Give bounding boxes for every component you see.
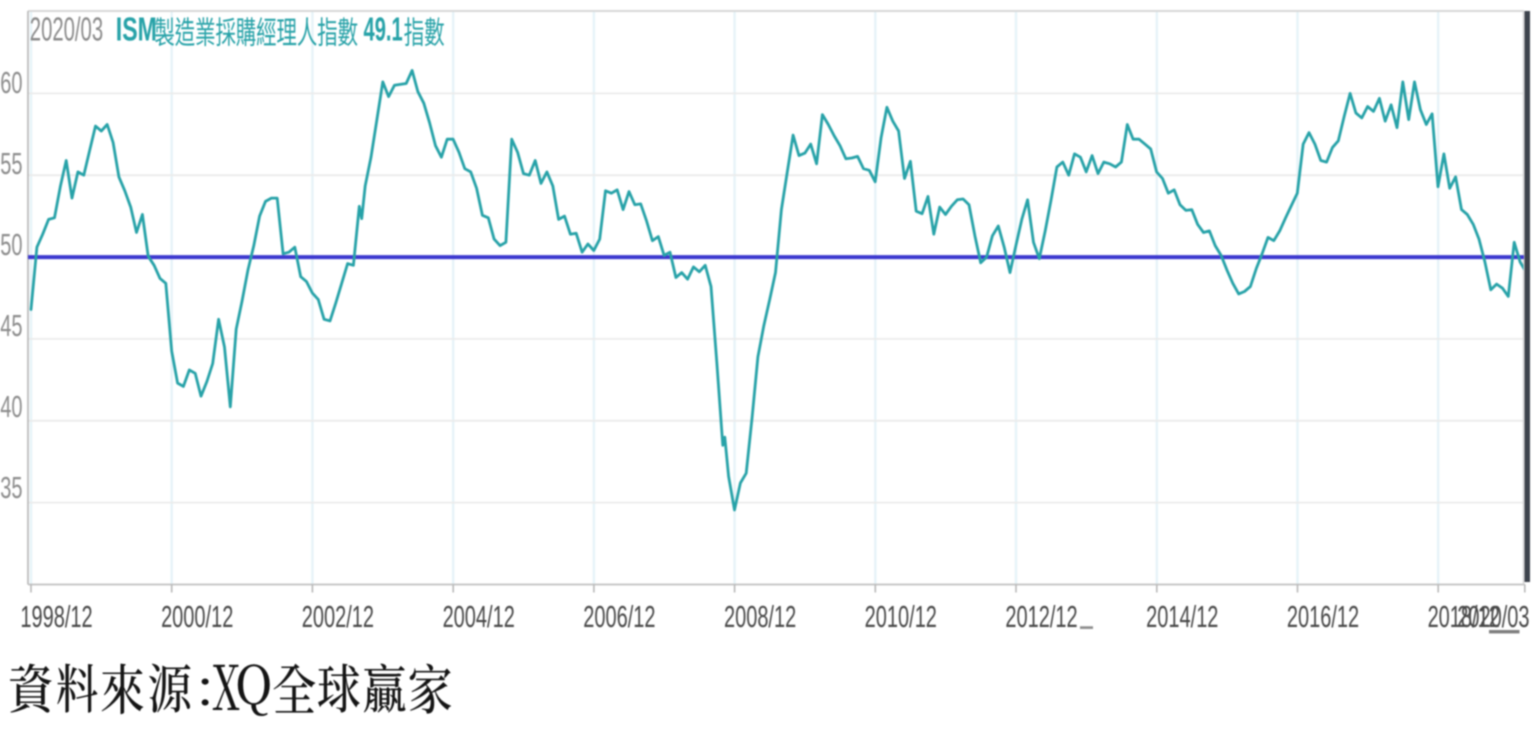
svg-text:2020/03: 2020/03 [30, 10, 103, 47]
svg-text:2014/12: 2014/12 [1146, 598, 1218, 634]
svg-text:2000/12: 2000/12 [161, 598, 233, 634]
svg-text:2008/12: 2008/12 [724, 598, 796, 634]
svg-text:ISM: ISM [116, 12, 157, 49]
svg-text:2012/12: 2012/12 [1005, 598, 1077, 634]
svg-text:60: 60 [0, 65, 22, 101]
svg-text:2002/12: 2002/12 [302, 598, 374, 634]
svg-text:35: 35 [0, 470, 22, 506]
svg-text:2004/12: 2004/12 [443, 598, 515, 634]
svg-text:2006/12: 2006/12 [583, 598, 655, 634]
svg-text:2010/12: 2010/12 [865, 598, 937, 634]
svg-text:45: 45 [0, 308, 22, 344]
svg-text:2020/03: 2020/03 [1457, 598, 1529, 634]
svg-text:40: 40 [0, 389, 22, 425]
svg-text:1998/12: 1998/12 [20, 598, 92, 634]
svg-text:55: 55 [0, 146, 22, 182]
svg-text:50: 50 [0, 227, 22, 263]
svg-text:49.1: 49.1 [364, 10, 403, 47]
svg-text:2016/12: 2016/12 [1287, 598, 1359, 634]
svg-text:2018/12: 2018/12 [1428, 598, 1500, 634]
